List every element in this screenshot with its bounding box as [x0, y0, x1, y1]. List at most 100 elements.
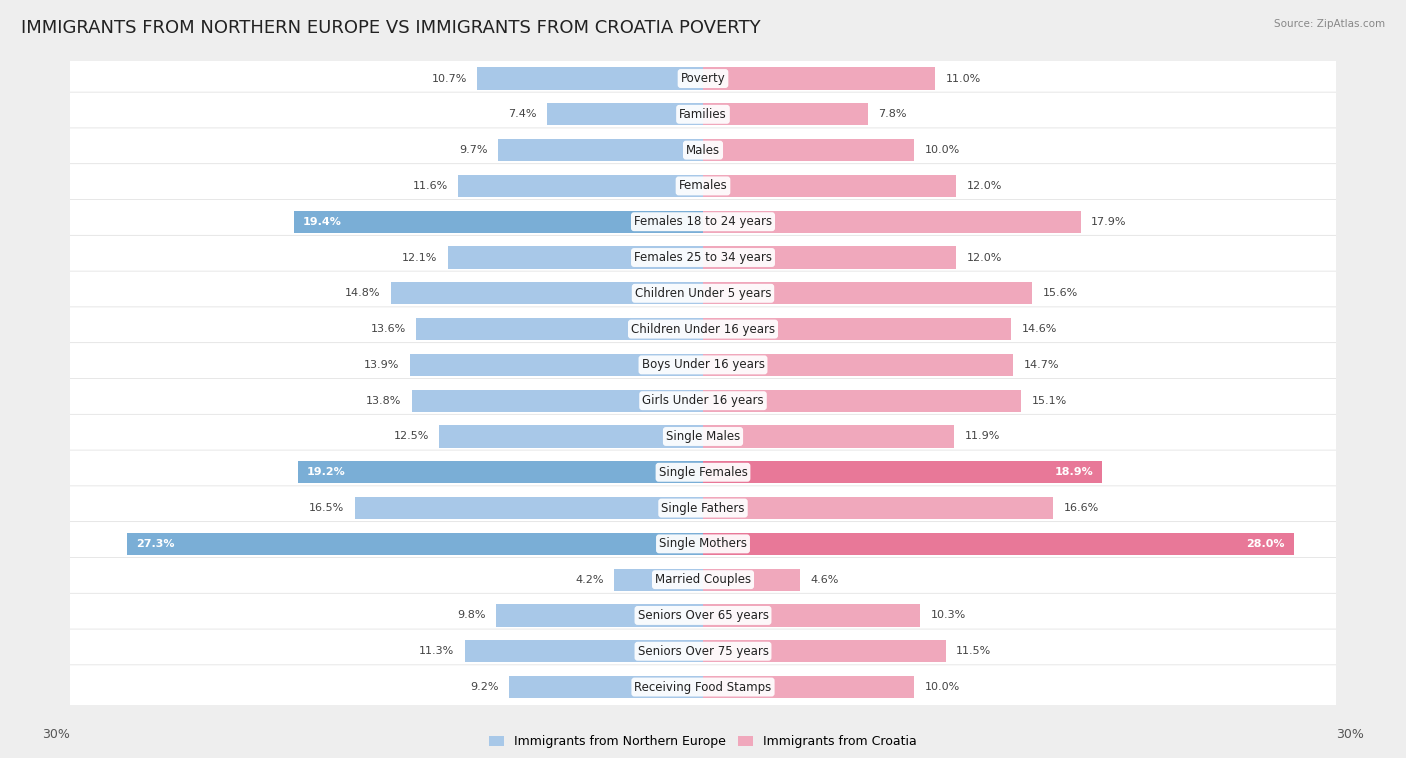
Text: 14.6%: 14.6%: [1021, 324, 1057, 334]
Bar: [411, 354, 703, 376]
Bar: [464, 641, 703, 662]
Text: 27.3%: 27.3%: [135, 539, 174, 549]
Text: 14.8%: 14.8%: [344, 288, 380, 299]
FancyBboxPatch shape: [35, 629, 1371, 673]
Text: 12.1%: 12.1%: [402, 252, 437, 262]
Text: 9.2%: 9.2%: [470, 682, 499, 692]
Text: 18.9%: 18.9%: [1054, 467, 1094, 478]
Text: Children Under 5 years: Children Under 5 years: [634, 287, 772, 300]
Text: Single Fathers: Single Fathers: [661, 502, 745, 515]
Text: 10.0%: 10.0%: [925, 682, 960, 692]
Bar: [458, 175, 703, 197]
Bar: [703, 461, 1102, 484]
Text: Single Males: Single Males: [666, 430, 740, 443]
Text: 15.6%: 15.6%: [1043, 288, 1078, 299]
Text: Poverty: Poverty: [681, 72, 725, 85]
Bar: [703, 175, 956, 197]
Bar: [703, 425, 953, 447]
Text: Receiving Food Stamps: Receiving Food Stamps: [634, 681, 772, 694]
Text: 14.7%: 14.7%: [1024, 360, 1059, 370]
FancyBboxPatch shape: [35, 557, 1371, 602]
Text: Boys Under 16 years: Boys Under 16 years: [641, 359, 765, 371]
Text: 11.9%: 11.9%: [965, 431, 1000, 441]
Text: 11.3%: 11.3%: [419, 647, 454, 656]
Bar: [703, 676, 914, 698]
Text: 15.1%: 15.1%: [1032, 396, 1067, 406]
Bar: [298, 461, 703, 484]
Text: 7.4%: 7.4%: [508, 109, 537, 119]
Text: Females 18 to 24 years: Females 18 to 24 years: [634, 215, 772, 228]
Text: 12.5%: 12.5%: [394, 431, 429, 441]
Text: 4.2%: 4.2%: [575, 575, 605, 584]
Bar: [703, 318, 1011, 340]
Text: 10.3%: 10.3%: [931, 610, 966, 621]
Bar: [499, 139, 703, 161]
Bar: [547, 103, 703, 125]
Text: Girls Under 16 years: Girls Under 16 years: [643, 394, 763, 407]
Text: 13.8%: 13.8%: [366, 396, 402, 406]
Text: 11.0%: 11.0%: [945, 74, 981, 83]
Bar: [703, 533, 1294, 555]
Bar: [703, 282, 1032, 305]
Bar: [614, 568, 703, 590]
Text: Families: Families: [679, 108, 727, 121]
Text: 17.9%: 17.9%: [1091, 217, 1126, 227]
Text: 10.7%: 10.7%: [432, 74, 467, 83]
Text: IMMIGRANTS FROM NORTHERN EUROPE VS IMMIGRANTS FROM CROATIA POVERTY: IMMIGRANTS FROM NORTHERN EUROPE VS IMMIG…: [21, 19, 761, 37]
Text: Males: Males: [686, 143, 720, 157]
Bar: [703, 354, 1012, 376]
FancyBboxPatch shape: [35, 271, 1371, 315]
Bar: [294, 211, 703, 233]
Text: Females: Females: [679, 180, 727, 193]
Bar: [127, 533, 703, 555]
Bar: [416, 318, 703, 340]
FancyBboxPatch shape: [35, 522, 1371, 566]
Bar: [496, 604, 703, 627]
Bar: [509, 676, 703, 698]
Text: 19.4%: 19.4%: [302, 217, 342, 227]
Text: 9.7%: 9.7%: [460, 145, 488, 155]
FancyBboxPatch shape: [35, 343, 1371, 387]
Text: 12.0%: 12.0%: [967, 181, 1002, 191]
Text: 16.6%: 16.6%: [1064, 503, 1099, 513]
Text: Females 25 to 34 years: Females 25 to 34 years: [634, 251, 772, 264]
Bar: [703, 211, 1080, 233]
Text: 28.0%: 28.0%: [1247, 539, 1285, 549]
Text: 9.8%: 9.8%: [457, 610, 486, 621]
FancyBboxPatch shape: [35, 56, 1371, 101]
Text: 7.8%: 7.8%: [877, 109, 907, 119]
Bar: [703, 641, 945, 662]
Bar: [703, 390, 1021, 412]
FancyBboxPatch shape: [35, 164, 1371, 208]
Text: Source: ZipAtlas.com: Source: ZipAtlas.com: [1274, 19, 1385, 29]
Text: Single Mothers: Single Mothers: [659, 537, 747, 550]
Bar: [412, 390, 703, 412]
Text: 30%: 30%: [1336, 728, 1364, 741]
Text: 10.0%: 10.0%: [925, 145, 960, 155]
Text: 16.5%: 16.5%: [309, 503, 344, 513]
Text: Married Couples: Married Couples: [655, 573, 751, 586]
Text: 19.2%: 19.2%: [307, 467, 346, 478]
FancyBboxPatch shape: [35, 128, 1371, 172]
Bar: [703, 103, 868, 125]
FancyBboxPatch shape: [35, 378, 1371, 423]
Text: 30%: 30%: [42, 728, 70, 741]
Text: Seniors Over 65 years: Seniors Over 65 years: [637, 609, 769, 622]
FancyBboxPatch shape: [35, 235, 1371, 280]
Text: 11.6%: 11.6%: [412, 181, 449, 191]
Bar: [703, 604, 920, 627]
FancyBboxPatch shape: [35, 450, 1371, 494]
FancyBboxPatch shape: [35, 594, 1371, 637]
Text: Single Females: Single Females: [658, 465, 748, 479]
Bar: [449, 246, 703, 268]
Legend: Immigrants from Northern Europe, Immigrants from Croatia: Immigrants from Northern Europe, Immigra…: [484, 731, 922, 753]
Text: 11.5%: 11.5%: [956, 647, 991, 656]
Bar: [703, 568, 800, 590]
FancyBboxPatch shape: [35, 199, 1371, 244]
Text: 13.6%: 13.6%: [370, 324, 406, 334]
FancyBboxPatch shape: [35, 486, 1371, 531]
FancyBboxPatch shape: [35, 665, 1371, 709]
Text: Seniors Over 75 years: Seniors Over 75 years: [637, 645, 769, 658]
Bar: [703, 139, 914, 161]
FancyBboxPatch shape: [35, 307, 1371, 351]
